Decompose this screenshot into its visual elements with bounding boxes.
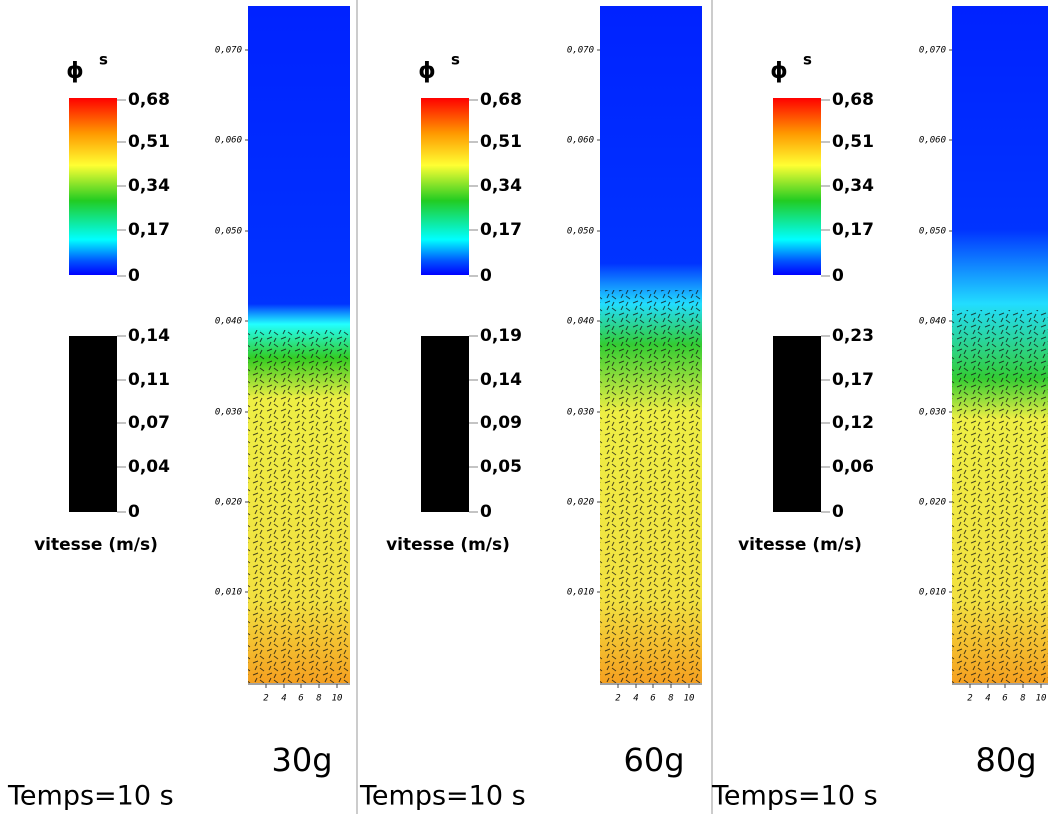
gravity-label: 60g (623, 741, 684, 779)
panel: ϕ s0,680,510,340,1700,140,110,070,040vite… (7, 6, 350, 812)
phi-tick-label: 0,51 (832, 132, 874, 152)
y-tick-label: 0,030 (567, 408, 594, 418)
velocity-tick-label: 0 (128, 502, 140, 522)
phi-symbol: ϕ (770, 59, 788, 84)
velocity-label: vitesse (m/s) (386, 535, 510, 555)
phi-tick-label: 0 (832, 266, 844, 286)
panel: ϕ s0,680,510,340,1700,230,170,120,060vite… (711, 6, 1048, 812)
velocity-tick-label: 0,23 (832, 326, 874, 346)
y-tick-label: 0,040 (919, 317, 946, 327)
velocity-tick-label: 0,12 (832, 413, 874, 433)
y-tick-label: 0,050 (567, 227, 594, 237)
phi-tick-label: 0,51 (480, 132, 522, 152)
phi-tick-label: 0,68 (128, 90, 170, 110)
panel: ϕ s0,680,510,340,1700,190,140,090,050vite… (359, 6, 702, 812)
phi-tick-label: 0,17 (832, 220, 874, 240)
phi-superscript: s (451, 51, 460, 69)
x-tick-label: 4 (281, 694, 286, 704)
x-tick-label: 8 (1020, 694, 1025, 704)
x-tick-label: 4 (633, 694, 638, 704)
phi-superscript: s (803, 51, 812, 69)
phi-colorbar (773, 98, 821, 275)
x-tick-label: 10 (332, 694, 343, 704)
phi-superscript: s (99, 51, 108, 69)
time-label: Temps=10 s (711, 781, 878, 812)
y-tick-label: 0,010 (567, 588, 594, 598)
x-tick-label: 8 (668, 694, 673, 704)
phi-tick-label: 0,17 (128, 220, 170, 240)
time-label: Temps=10 s (7, 781, 174, 812)
x-tick-label: 8 (316, 694, 321, 704)
phi-symbol: ϕ (66, 59, 84, 84)
phi-tick-label: 0,68 (832, 90, 874, 110)
phi-tick-label: 0,51 (128, 132, 170, 152)
y-tick-label: 0,020 (567, 498, 594, 508)
y-tick-label: 0,010 (215, 588, 242, 598)
velocity-label: vitesse (m/s) (738, 535, 862, 555)
velocity-tick-label: 0,14 (480, 370, 522, 390)
y-tick-label: 0,030 (919, 408, 946, 418)
gravity-label: 80g (975, 741, 1036, 779)
time-label: Temps=10 s (359, 781, 526, 812)
phi-tick-label: 0,34 (832, 176, 874, 196)
x-tick-label: 2 (967, 694, 972, 704)
y-tick-label: 0,050 (919, 227, 946, 237)
velocity-tick-label: 0,09 (480, 413, 522, 433)
velocity-arrows (952, 310, 1048, 683)
y-tick-label: 0,020 (919, 498, 946, 508)
phi-tick-label: 0 (480, 266, 492, 286)
y-tick-label: 0,040 (215, 317, 242, 327)
velocity-colorbar (421, 336, 469, 512)
velocity-arrows (600, 290, 702, 683)
x-tick-label: 6 (1002, 694, 1007, 704)
velocity-tick-label: 0,06 (832, 457, 874, 477)
y-tick-label: 0,060 (919, 136, 946, 146)
velocity-colorbar (69, 336, 117, 512)
gravity-label: 30g (271, 741, 332, 779)
velocity-tick-label: 0,19 (480, 326, 522, 346)
x-tick-label: 6 (298, 694, 303, 704)
y-tick-label: 0,070 (919, 46, 946, 56)
phi-tick-label: 0,68 (480, 90, 522, 110)
velocity-tick-label: 0 (832, 502, 844, 522)
x-tick-label: 10 (684, 694, 695, 704)
y-tick-label: 0,050 (215, 227, 242, 237)
x-tick-label: 2 (263, 694, 268, 704)
velocity-tick-label: 0,07 (128, 413, 170, 433)
phi-tick-label: 0,34 (128, 176, 170, 196)
velocity-label: vitesse (m/s) (34, 535, 158, 555)
y-tick-label: 0,040 (567, 317, 594, 327)
velocity-tick-label: 0,05 (480, 457, 522, 477)
phi-tick-label: 0 (128, 266, 140, 286)
x-tick-label: 6 (650, 694, 655, 704)
y-tick-label: 0,060 (215, 136, 242, 146)
y-tick-label: 0,070 (215, 46, 242, 56)
phi-colorbar (69, 98, 117, 275)
x-tick-label: 2 (615, 694, 620, 704)
velocity-tick-label: 0,11 (128, 370, 170, 390)
y-tick-label: 0,030 (215, 408, 242, 418)
velocity-colorbar (773, 336, 821, 512)
y-tick-label: 0,060 (567, 136, 594, 146)
phi-colorbar (421, 98, 469, 275)
velocity-tick-label: 0,17 (832, 370, 874, 390)
velocity-tick-label: 0,04 (128, 457, 170, 477)
velocity-arrows (248, 330, 350, 683)
phi-tick-label: 0,34 (480, 176, 522, 196)
phi-tick-label: 0,17 (480, 220, 522, 240)
y-tick-label: 0,020 (215, 498, 242, 508)
phi-symbol: ϕ (418, 59, 436, 84)
velocity-tick-label: 0 (480, 502, 492, 522)
y-tick-label: 0,010 (919, 588, 946, 598)
x-tick-label: 4 (985, 694, 990, 704)
y-tick-label: 0,070 (567, 46, 594, 56)
x-tick-label: 10 (1036, 694, 1047, 704)
velocity-tick-label: 0,14 (128, 326, 170, 346)
